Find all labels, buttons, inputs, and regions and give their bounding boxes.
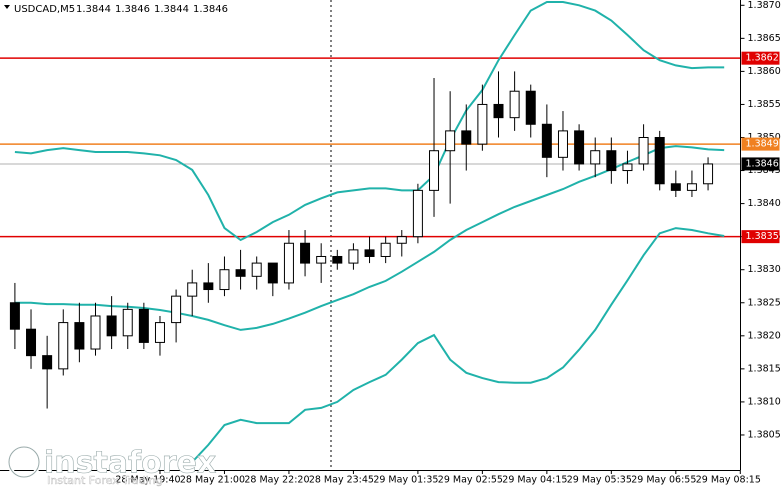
candle-body <box>557 130 568 158</box>
candle-body <box>219 269 230 291</box>
candle-body <box>461 130 472 145</box>
candle-body <box>509 90 520 119</box>
candle-body <box>703 163 714 185</box>
candle-body <box>622 163 633 172</box>
y-tick-label: 1.3825 <box>748 297 781 308</box>
logo-name: instaforex <box>44 446 216 481</box>
x-tick-label: 29 May 05:35 <box>567 475 632 486</box>
band-line <box>14 1 725 242</box>
candle-body <box>316 255 327 264</box>
x-tick-label: 29 May 06:55 <box>631 475 696 486</box>
band-line <box>191 227 725 463</box>
level-label-box <box>741 51 780 65</box>
header-value: 1.3846 <box>115 4 150 15</box>
candle-body <box>74 322 85 350</box>
band-line <box>14 145 725 331</box>
candle-body <box>574 130 585 165</box>
x-tick-label: 28 May 19:40 <box>115 475 180 486</box>
candle-body <box>283 242 294 284</box>
header-values: 1.3844 1.3846 1.3844 1.3846 <box>76 4 228 15</box>
y-tick-label: 1.3850 <box>748 132 781 143</box>
candle-body <box>300 242 311 264</box>
y-tick-label: 1.3860 <box>748 66 781 77</box>
candle-body <box>9 302 20 330</box>
candle-body <box>251 262 262 277</box>
logo: instaforex Instant Forex Trading <box>7 445 217 487</box>
header-value: 1.3846 <box>193 4 228 15</box>
level-label: 1.3862 <box>746 53 779 64</box>
y-tick-label: 1.3840 <box>748 198 781 209</box>
y-tick-label: 1.3870 <box>748 0 781 11</box>
y-tick-label: 1.3830 <box>748 264 781 275</box>
y-tick-label: 1.3865 <box>748 33 781 44</box>
level-label: 1.3849 <box>746 139 779 150</box>
y-tick-label: 1.3845 <box>748 165 781 176</box>
axes: 1.38701.38651.38601.38551.38501.38451.38… <box>115 0 781 486</box>
candle-body <box>525 90 536 125</box>
candle-body <box>42 355 53 370</box>
candle-body <box>122 308 133 337</box>
candle-body <box>267 262 278 284</box>
candle-body <box>606 150 617 172</box>
candle-body <box>445 130 456 152</box>
level-label: 1.3846 <box>746 158 779 169</box>
candle-body <box>26 328 37 357</box>
candle-body <box>686 183 697 191</box>
candle-body <box>541 123 552 158</box>
x-tick-label: 29 May 01:35 <box>373 475 438 486</box>
candle-body <box>396 236 407 244</box>
candle-body <box>670 183 681 191</box>
candle-body <box>380 242 391 257</box>
y-tick-label: 1.3805 <box>748 429 781 440</box>
y-tick-label: 1.3855 <box>748 99 781 110</box>
candle-body <box>429 150 440 191</box>
candle-body <box>90 315 101 350</box>
candle-body <box>235 269 246 277</box>
x-tick-label: 28 May 21:00 <box>180 475 245 486</box>
x-tick-label: 28 May 23:45 <box>309 475 374 486</box>
plot <box>0 1 741 463</box>
candle-body <box>477 103 488 145</box>
x-tick-label: 29 May 04:15 <box>502 475 567 486</box>
level-label-box <box>741 137 780 151</box>
candle-body <box>58 322 69 370</box>
candle-body <box>348 249 359 264</box>
level-label: 1.3835 <box>746 231 779 242</box>
candle-body <box>203 282 214 291</box>
candle-body <box>638 136 649 165</box>
candle-body <box>332 255 343 264</box>
chart-title: USDCAD,M5 <box>14 4 75 15</box>
candle-body <box>364 249 375 257</box>
candle-body <box>654 136 665 185</box>
candle-body <box>412 189 423 238</box>
candle-body <box>171 295 182 324</box>
candle-body <box>154 322 165 343</box>
candle-body <box>590 150 601 165</box>
y-tick-label: 1.3810 <box>748 396 781 407</box>
level-label-box <box>741 230 780 244</box>
x-tick-label: 29 May 02:55 <box>438 475 503 486</box>
header-value: 1.3844 <box>76 4 111 15</box>
candle-body <box>187 282 198 297</box>
candle-body <box>138 308 149 343</box>
logo-icon-outline <box>8 446 40 478</box>
y-tick-label: 1.3820 <box>748 330 781 341</box>
logo-tagline: Instant Forex Trading <box>47 474 163 487</box>
candle-body <box>493 103 504 119</box>
candle-body <box>106 315 117 337</box>
x-tick-label: 28 May 22:20 <box>244 475 309 486</box>
level-label-box <box>741 157 780 171</box>
y-tick-label: 1.3815 <box>748 363 781 374</box>
menu-triangle <box>4 5 10 9</box>
header-value: 1.3844 <box>154 4 189 15</box>
x-tick-label: 29 May 08:15 <box>696 475 761 486</box>
